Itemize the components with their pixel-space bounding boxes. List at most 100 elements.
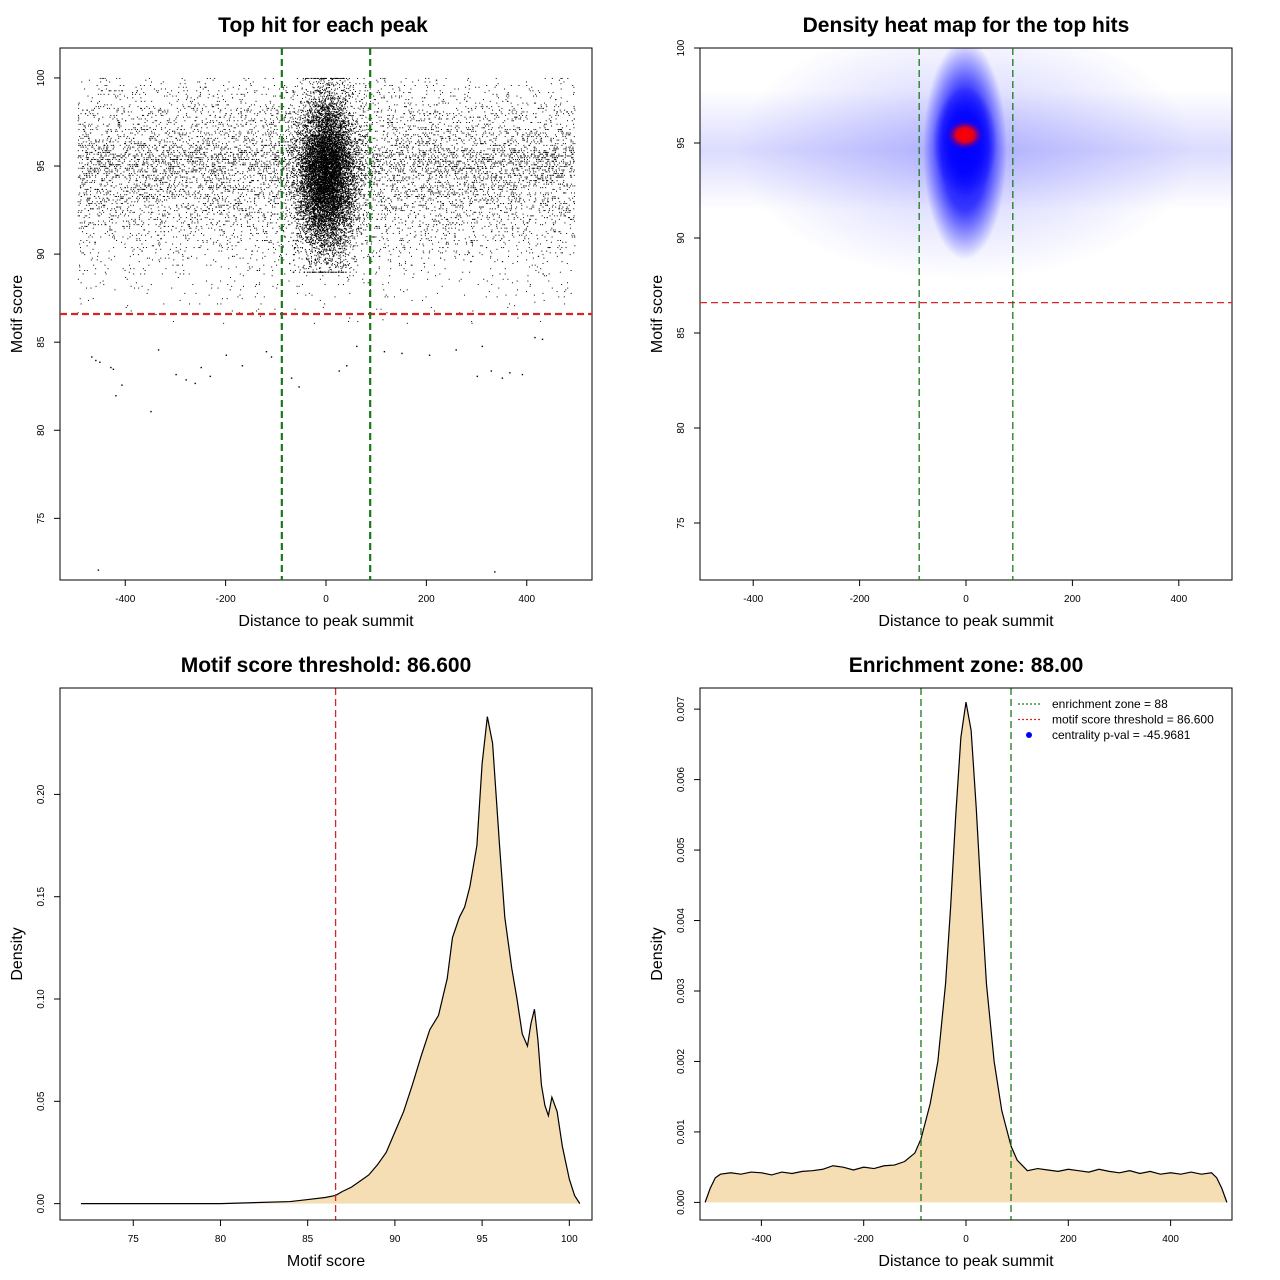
scatter-point <box>82 178 83 179</box>
scatter-point <box>429 198 430 199</box>
scatter-point <box>500 210 501 211</box>
scatter-point <box>359 147 360 148</box>
scatter-point <box>354 236 355 237</box>
scatter-point <box>521 148 522 149</box>
scatter-point <box>475 178 476 179</box>
scatter-point <box>531 208 532 209</box>
scatter-point <box>368 140 369 141</box>
scatter-point <box>273 171 274 172</box>
scatter-point <box>415 134 416 135</box>
scatter-point <box>202 189 203 190</box>
scatter-point <box>390 199 391 200</box>
scatter-point <box>441 148 442 149</box>
scatter-point <box>416 177 417 178</box>
scatter-point <box>566 164 567 165</box>
scatter-point <box>152 122 153 123</box>
scatter-point <box>464 212 465 213</box>
scatter-point <box>128 129 129 130</box>
scatter-point <box>168 163 169 164</box>
scatter-point <box>448 126 449 127</box>
scatter-point <box>130 210 131 211</box>
scatter-point <box>484 150 485 151</box>
scatter-point <box>222 124 223 125</box>
scatter-point <box>142 148 143 149</box>
scatter-point <box>415 235 416 236</box>
scatter-point <box>556 166 557 167</box>
scatter-point <box>540 133 541 134</box>
scatter-point <box>247 263 248 264</box>
scatter-point <box>295 217 296 218</box>
scatter-point <box>284 224 285 225</box>
scatter-point <box>393 133 394 134</box>
scatter-point <box>186 177 187 178</box>
scatter-point <box>574 221 575 222</box>
scatter-point <box>240 173 241 174</box>
scatter-point <box>356 168 357 169</box>
scatter-point <box>144 201 145 202</box>
scatter-point <box>92 97 93 98</box>
scatter-point <box>511 189 512 190</box>
scatter-point <box>468 196 469 197</box>
scatter-point <box>363 170 364 171</box>
scatter-point <box>206 118 207 119</box>
scatter-point <box>356 185 357 186</box>
scatter-point <box>171 104 172 105</box>
scatter-point <box>495 163 496 164</box>
scatter-point <box>452 166 453 167</box>
scatter-point <box>158 201 159 202</box>
scatter-point <box>111 145 112 146</box>
scatter-point <box>544 275 545 276</box>
scatter-point <box>440 170 441 171</box>
scatter-point <box>150 138 151 139</box>
scatter-point <box>379 226 380 227</box>
scatter-point <box>135 127 136 128</box>
scatter-point <box>470 199 471 200</box>
scatter-point <box>178 184 179 185</box>
scatter-point <box>501 189 502 190</box>
scatter-point <box>162 215 163 216</box>
scatter-point <box>182 259 183 260</box>
scatter-point <box>208 159 209 160</box>
scatter-point <box>454 192 455 193</box>
scatter-point <box>574 170 575 171</box>
scatter-point <box>413 134 414 135</box>
scatter-point <box>569 171 570 172</box>
scatter-point <box>213 259 214 260</box>
scatter-point <box>573 148 574 149</box>
scatter-point <box>518 85 519 86</box>
scatter-point <box>485 126 486 127</box>
scatter-point <box>430 168 431 169</box>
scatter-point <box>545 150 546 151</box>
scatter-point <box>409 141 410 142</box>
scatter-point <box>106 177 107 178</box>
scatter-point <box>243 187 244 188</box>
scatter-point <box>243 177 244 178</box>
scatter-point <box>487 240 488 241</box>
scatter-point <box>277 178 278 179</box>
scatter-point <box>472 129 473 130</box>
scatter-point <box>258 171 259 172</box>
scatter-point <box>137 196 138 197</box>
scatter-point <box>129 138 130 139</box>
scatter-point <box>216 143 217 144</box>
scatter-point <box>219 101 220 102</box>
scatter-point <box>267 171 268 172</box>
scatter-point <box>371 244 372 245</box>
scatter-point <box>256 284 257 285</box>
scatter-point <box>387 185 388 186</box>
scatter-point <box>393 177 394 178</box>
scatter-point <box>223 210 224 211</box>
scatter-point <box>517 217 518 218</box>
scatter-point <box>243 141 244 142</box>
scatter-point <box>129 115 130 116</box>
scatter-point <box>357 321 358 322</box>
scatter-point <box>513 187 514 188</box>
scatter-point <box>456 173 457 174</box>
scatter-point <box>273 163 274 164</box>
scatter-point <box>493 163 494 164</box>
scatter-point <box>539 212 540 213</box>
scatter-point <box>385 199 386 200</box>
scatter-point <box>89 111 90 112</box>
scatter-point <box>529 252 530 253</box>
scatter-point <box>157 185 158 186</box>
